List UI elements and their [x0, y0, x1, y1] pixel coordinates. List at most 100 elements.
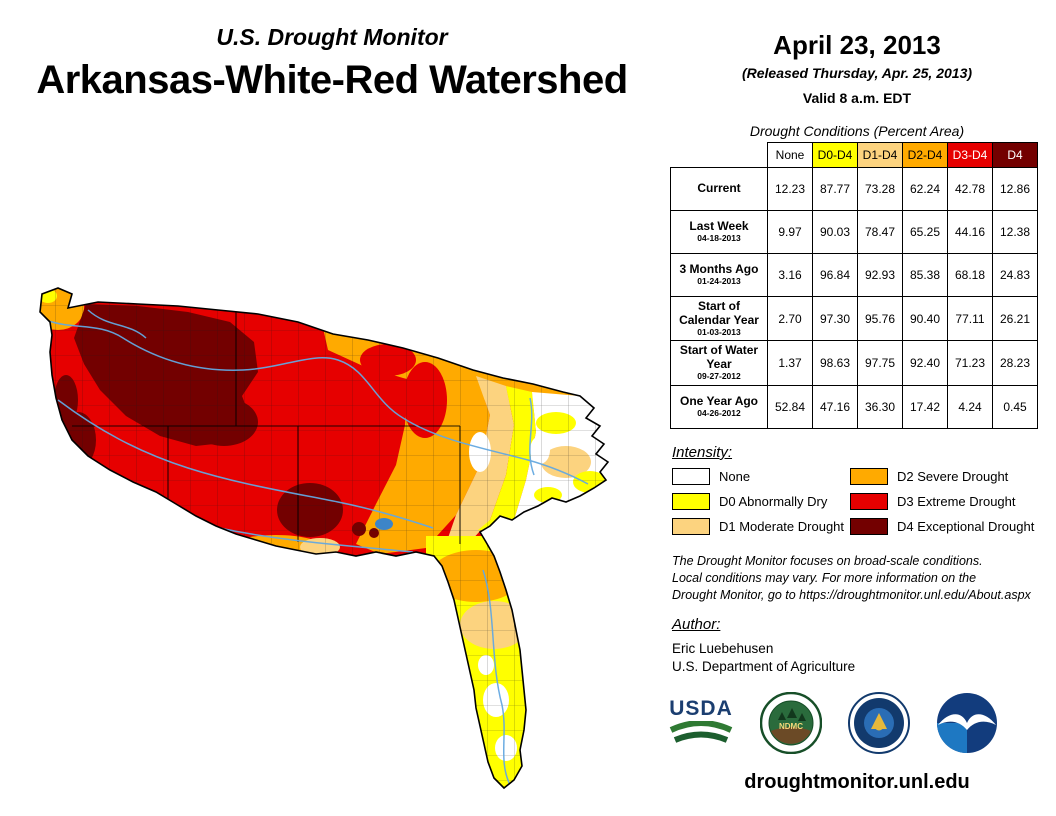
legend-item-d3: D3 Extreme Drought: [850, 493, 1034, 510]
table-row-start-calendar-year: Start of Calendar Year 01-03-2013 2.70 97…: [670, 295, 1038, 342]
value-cell: 97.75: [857, 340, 903, 386]
value-cell: 12.23: [767, 167, 813, 211]
county-grid: [40, 288, 608, 788]
ndmc-logo: NDMC: [760, 692, 822, 754]
value-cell: 71.23: [947, 340, 993, 386]
value-cell: 62.24: [902, 167, 948, 211]
legend-item-d0: D0 Abnormally Dry: [672, 493, 844, 510]
value-cell: 90.03: [812, 210, 858, 254]
value-cell: 28.23: [992, 340, 1038, 386]
legend-item-none: None: [672, 468, 844, 485]
value-cell: 0.45: [992, 384, 1038, 429]
col-header-d0-d4: D0-D4: [812, 142, 858, 168]
program-title: U.S. Drought Monitor: [216, 24, 448, 50]
legend-item-d2: D2 Severe Drought: [850, 468, 1034, 485]
usda-wordmark: USDA: [669, 696, 733, 720]
map-date: April 23, 2013: [773, 30, 941, 60]
value-cell: 42.78: [947, 167, 993, 211]
ndmc-wordmark: NDMC: [779, 722, 803, 731]
rivers: [45, 309, 589, 786]
author-title: Author:: [672, 616, 721, 633]
col-header-d1-d4: D1-D4: [857, 142, 903, 168]
value-cell: 17.42: [902, 384, 948, 429]
col-header-d4: D4: [992, 142, 1038, 168]
value-cell: 68.18: [947, 253, 993, 297]
value-cell: 95.76: [857, 295, 903, 342]
value-cell: 3.16: [767, 253, 813, 297]
usda-swoosh-icon: [669, 719, 733, 743]
legend-column-left: None D0 Abnormally Dry D1 Moderate Droug…: [672, 468, 844, 535]
page-title: Arkansas-White-Red Watershed: [36, 58, 628, 102]
row-label: One Year Ago 04-26-2012: [670, 384, 768, 429]
value-cell: 85.38: [902, 253, 948, 297]
col-header-none: None: [767, 142, 813, 168]
row-label: 3 Months Ago 01-24-2013: [670, 253, 768, 297]
value-cell: 92.40: [902, 340, 948, 386]
row-label: Last Week 04-18-2013: [670, 210, 768, 254]
legend-item-d1: D1 Moderate Drought: [672, 518, 844, 535]
d3-swatch: [850, 493, 888, 510]
row-label: Start of Calendar Year 01-03-2013: [670, 295, 768, 342]
value-cell: 44.16: [947, 210, 993, 254]
intensity-title: Intensity:: [672, 444, 733, 461]
drought-map: [39, 287, 610, 790]
value-cell: 47.16: [812, 384, 858, 429]
d0-swatch: [672, 493, 710, 510]
value-cell: 52.84: [767, 384, 813, 429]
table-row-one-year-ago: One Year Ago 04-26-2012 52.84 47.16 36.30…: [670, 384, 1038, 429]
value-cell: 97.30: [812, 295, 858, 342]
value-cell: 98.63: [812, 340, 858, 386]
usda-logo: USDA: [668, 697, 734, 750]
table-corner-cell: [671, 143, 768, 168]
table-row-current: Current 12.23 87.77 73.28 62.24 42.78 12…: [670, 167, 1038, 211]
table-row-3-months-ago: 3 Months Ago 01-24-2013 3.16 96.84 92.93 …: [670, 253, 1038, 297]
col-header-d3-d4: D3-D4: [947, 142, 993, 168]
commerce-seal-logo: [848, 692, 910, 754]
value-cell: 87.77: [812, 167, 858, 211]
author-org: U.S. Department of Agriculture: [672, 659, 856, 674]
value-cell: 96.84: [812, 253, 858, 297]
agency-logos: USDA NDMC: [668, 692, 998, 754]
table-title: Drought Conditions (Percent Area): [749, 123, 965, 139]
value-cell: 65.25: [902, 210, 948, 254]
table-header-row: None D0-D4 D1-D4 D2-D4 D3-D4 D4: [671, 142, 1038, 168]
legend-label: D1 Moderate Drought: [719, 519, 845, 534]
col-header-d2-d4: D2-D4: [902, 142, 948, 168]
value-cell: 73.28: [857, 167, 903, 211]
value-cell: 78.47: [857, 210, 903, 254]
lake: [375, 518, 393, 530]
value-cell: 24.83: [992, 253, 1038, 297]
row-label: Start of Water Year 09-27-2012: [670, 340, 768, 386]
table-row-last-week: Last Week 04-18-2013 9.97 90.03 78.47 65.…: [670, 210, 1038, 254]
valid-time: Valid 8 a.m. EDT: [802, 90, 912, 106]
legend-label: D3 Extreme Drought: [897, 494, 1016, 509]
none-swatch: [672, 468, 710, 485]
value-cell: 92.93: [857, 253, 903, 297]
author-name: Eric Luebehusen: [672, 641, 774, 656]
noaa-logo: [937, 693, 997, 753]
released-date: (Released Thursday, Apr. 25, 2013): [741, 65, 973, 81]
legend-label: D2 Severe Drought: [897, 469, 1009, 484]
value-cell: 12.86: [992, 167, 1038, 211]
legend-column-right: D2 Severe Drought D3 Extreme Drought D4 …: [850, 468, 1034, 535]
value-cell: 12.38: [992, 210, 1038, 254]
d2-swatch: [850, 468, 888, 485]
legend-item-d4: D4 Exceptional Drought: [850, 518, 1034, 535]
value-cell: 26.21: [992, 295, 1038, 342]
drought-conditions-table: None D0-D4 D1-D4 D2-D4 D3-D4 D4 Current …: [670, 142, 1038, 429]
d1-swatch: [672, 518, 710, 535]
legend-label: D4 Exceptional Drought: [897, 519, 1035, 534]
legend-label: D0 Abnormally Dry: [719, 494, 828, 509]
value-cell: 4.24: [947, 384, 993, 429]
value-cell: 77.11: [947, 295, 993, 342]
value-cell: 90.40: [902, 295, 948, 342]
disclaimer-text: The Drought Monitor focuses on broad-sca…: [672, 554, 1031, 602]
table-row-start-water-year: Start of Water Year 09-27-2012 1.37 98.63…: [670, 340, 1038, 386]
value-cell: 2.70: [767, 295, 813, 342]
legend-label: None: [719, 469, 751, 484]
d4-swatch: [850, 518, 888, 535]
footer-url: droughtmonitor.unl.edu: [744, 771, 970, 793]
value-cell: 36.30: [857, 384, 903, 429]
value-cell: 1.37: [767, 340, 813, 386]
